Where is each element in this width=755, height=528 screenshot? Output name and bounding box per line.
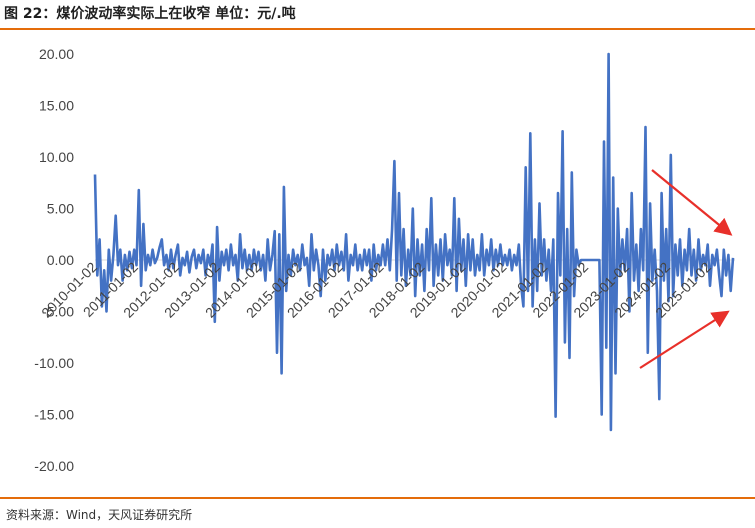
y-tick-label: -5.00 <box>42 304 74 320</box>
title-rule <box>0 28 755 30</box>
y-tick-label: 15.00 <box>39 98 74 114</box>
y-tick-label: 10.00 <box>39 149 74 165</box>
source-note: 资料来源：Wind，天风证券研究所 <box>6 508 193 522</box>
line-chart: 20.00 15.00 10.00 5.00 0.00 -5.00 -10.00 -15.00… <box>34 46 735 474</box>
y-tick-label: 0.00 <box>47 252 74 268</box>
y-tick-label: -10.00 <box>34 355 74 371</box>
y-axis: 20.00 15.00 10.00 5.00 0.00 -5.00 -10.00 -15.00… <box>34 46 74 474</box>
y-tick-label: 20.00 <box>39 46 74 62</box>
arrow-lower <box>639 310 730 369</box>
annotation-arrows <box>639 169 733 369</box>
figure-title: 图 22：煤价波动率实际上在收窄 单位：元/.吨 <box>4 6 296 22</box>
footer-rule <box>0 497 755 499</box>
y-tick-label: -15.00 <box>34 407 74 423</box>
arrow-upper <box>651 169 733 236</box>
y-tick-label: 5.00 <box>47 201 74 217</box>
series-line <box>93 52 735 432</box>
y-tick-label: -20.00 <box>34 458 74 474</box>
series-layer <box>93 52 735 432</box>
